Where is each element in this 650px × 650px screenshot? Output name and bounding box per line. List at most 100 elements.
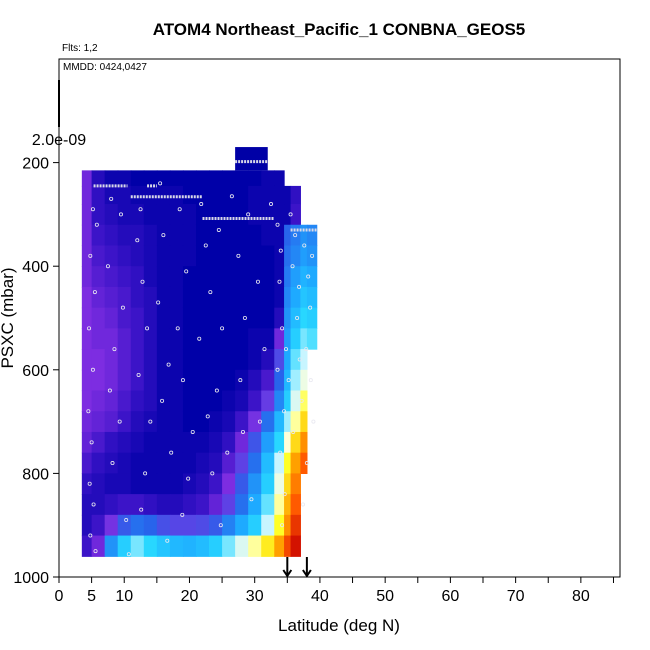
sample-point [92,290,97,295]
heatmap-cell [91,245,106,267]
heatmap-cell [182,349,197,371]
heatmap-cell [156,473,171,495]
heatmap-cell [209,170,223,187]
heatmap-cell [222,473,236,495]
heatmap-cell [117,390,132,412]
sample-point [280,326,285,331]
heatmap-cell [222,349,236,371]
sample-point [87,481,92,486]
heatmap-cell [169,204,184,226]
heatmap-cell [169,411,184,433]
heatmap-cell [143,349,158,371]
x-tick-label: 70 [507,588,525,605]
sample-point [110,461,115,466]
heatmap-cell [104,411,119,433]
heatmap-cell [261,535,275,557]
heatmap-cell [261,245,275,267]
y-axis-label: PSXC (mbar) [0,267,17,368]
heatmap-cell [274,328,285,350]
heatmap-cell [182,473,197,495]
heatmap-cell [290,328,301,350]
heatmap-cell [261,349,275,371]
sample-point [175,326,180,331]
heatmap-cell [209,349,223,371]
sample-point [169,450,174,455]
heatmap-cell [235,535,249,557]
heatmap-cell [284,411,292,433]
heatmap-cell [182,411,197,433]
heatmap-cell [209,494,223,516]
heatmap-cell [195,473,210,495]
heatmap-cell [248,494,262,516]
sample-points [86,181,316,557]
heatmap-cell [117,204,132,226]
heatmap-cell [235,266,249,288]
heatmap-cell [290,473,301,495]
heatmap-cell [195,328,210,350]
heatmap-cell [104,514,119,537]
sample-point [94,222,99,227]
heatmap-cell [104,170,119,187]
heatmap-cell [130,494,145,516]
heatmap-cell [248,514,262,537]
heatmap-cell [156,328,171,350]
heatmap-cell [306,266,318,288]
heatmap-cell [274,369,285,392]
sample-point [203,243,208,248]
heatmap-cell [104,473,119,495]
surface-arrow [302,557,312,578]
heatmap-cell [104,452,119,474]
sample-point [197,336,202,341]
heatmap-cell [182,390,197,412]
heatmap-cell [261,390,275,412]
sample-point [138,207,143,212]
heatmap-cell [169,170,184,187]
sample-point [311,419,316,424]
heatmap-cell [182,328,197,350]
heatmap-cell [261,328,275,350]
heatmap-cell [130,473,145,495]
heatmap-cell [274,390,285,412]
heatmap-cell [195,390,210,412]
sample-point [143,471,148,476]
heatmap-cell [222,535,236,557]
heatmap-cell [130,224,145,247]
heatmap-cell [300,390,308,412]
heatmap-cell [248,328,262,350]
heatmap-cell [130,245,145,267]
heatmap-cell [284,245,292,267]
sample-point [246,212,251,217]
heatmap-cell [248,224,262,247]
heatmap-cell [182,245,197,267]
heatmap-cell [117,411,132,433]
sample-point [300,502,305,507]
sample-point [205,414,210,419]
heatmap-cell [235,147,268,171]
heatmap-cell [222,266,236,288]
sample-point [257,419,262,424]
heatmap-cell [130,349,145,371]
heatmap-cell [290,514,301,537]
heatmap-cell [274,170,285,187]
heatmap-cell [117,535,132,557]
x-tick-label: 60 [441,588,459,605]
heatmap-cell [143,266,158,288]
heatmap-cell [222,170,236,187]
heatmap-cell [130,514,145,537]
heatmap-cell [274,431,285,454]
heatmap-cell [91,307,106,329]
heatmap-cell [222,204,236,226]
heatmap-cell [182,204,197,226]
heatmap-cell [182,535,197,557]
heatmap-cell [195,307,210,329]
heatmap-cell [91,473,106,495]
y-tick-label: 600 [22,363,49,380]
heatmap-cell [169,390,184,412]
heatmap-cell [248,369,262,392]
sample-point [236,253,241,258]
heatmap-cell [284,431,292,454]
heatmap-cell [130,390,145,412]
heatmap-cell [300,266,308,288]
heatmap-cell [261,431,275,454]
heatmap-cell [222,514,236,537]
